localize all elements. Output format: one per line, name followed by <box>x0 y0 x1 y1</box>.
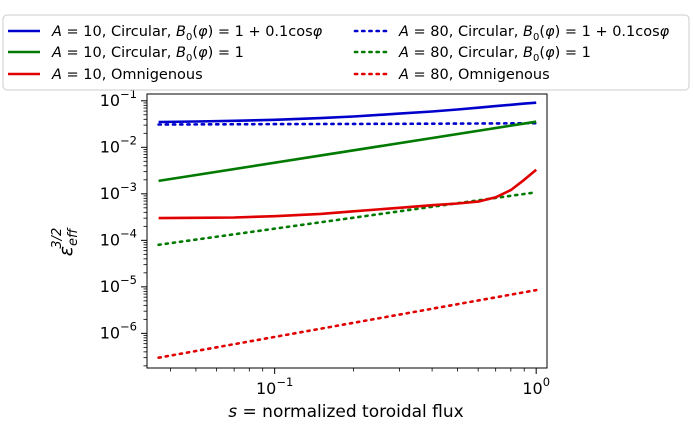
y-tick-label-base: 10 <box>100 91 120 110</box>
legend-field-arg: ( <box>192 45 198 61</box>
x-axis-label: s = normalized toroidal flux <box>228 402 463 422</box>
legend-aspect: = 80, Circular, <box>409 45 523 61</box>
y-tick-label: 10−4 <box>100 226 137 249</box>
legend-var-a: A <box>398 67 409 83</box>
series-line-5 <box>158 168 538 220</box>
legend-var-a: A <box>51 24 62 40</box>
y-tick-label-exp: −3 <box>120 180 137 194</box>
legend-var-a: A <box>51 67 62 83</box>
y-tick-label-base: 10 <box>100 230 120 249</box>
legend-field-close: ) = 1 + 0.1cos <box>208 24 313 40</box>
y-tick-label-exp: −6 <box>120 319 137 333</box>
legend-field-phi-tail: φ <box>313 24 323 40</box>
legend-field-phi: φ <box>198 24 208 40</box>
series-line-2 <box>157 121 538 126</box>
y-tick-label-exp: −2 <box>120 133 137 147</box>
legend: A = 10, Circular, B0(φ) = 1 + 0.1cosφ A =… <box>2 14 690 91</box>
legend-field-phi: φ <box>545 45 555 61</box>
x-axis-label-text: = normalized toroidal flux <box>237 402 464 422</box>
legend-field-arg: ( <box>192 24 198 40</box>
y-axis-label: εeff3/2 <box>50 227 81 256</box>
series-line-6 <box>157 288 538 360</box>
legend-field-close: ) = 1 <box>208 45 244 61</box>
legend-field-sub: 0 <box>186 32 192 43</box>
x-tick-label-exp: 0 <box>543 375 550 389</box>
series-layer <box>157 101 538 360</box>
legend-field-sub: 0 <box>186 53 192 64</box>
legend-label-3: A = 10, Circular, B0(φ) = 1 <box>51 45 244 64</box>
y-tick-label: 10−6 <box>100 319 137 342</box>
y-tick-label-exp: −5 <box>120 273 137 287</box>
legend-entries: A = 10, Circular, B0(φ) = 1 + 0.1cosφ A =… <box>8 24 670 83</box>
legend-aspect: = 10, Circular, <box>62 45 176 61</box>
x-tick-label-exp: −1 <box>276 375 293 389</box>
legend-field-b: B <box>176 24 186 40</box>
legend-field-phi-tail: φ <box>660 24 670 40</box>
legend-field-phi: φ <box>545 24 555 40</box>
legend-frame <box>2 14 690 91</box>
legend-label-5: A = 10, Omnigenous <box>51 67 203 83</box>
legend-var-a: A <box>398 45 409 61</box>
legend-var-a: A <box>51 45 62 61</box>
legend-field-arg: ( <box>539 45 545 61</box>
y-tick-label-base: 10 <box>100 323 120 342</box>
x-tick-label: 10−1 <box>256 375 293 398</box>
legend-aspect: = 10, Omnigenous <box>62 67 203 83</box>
legend-field-b: B <box>523 24 533 40</box>
series-line-1 <box>158 101 537 124</box>
x-tick-label-base: 10 <box>256 379 276 398</box>
legend-field-close: ) = 1 <box>555 45 591 61</box>
y-axis-label-sup: 3/2 <box>50 228 65 249</box>
y-axis-label-base: ε <box>55 246 77 256</box>
legend-field-b: B <box>523 45 533 61</box>
y-tick-label: 10−2 <box>100 133 137 156</box>
legend-field-phi: φ <box>198 45 208 61</box>
y-tick-label-exp: −4 <box>120 226 137 240</box>
y-axis-label-sub: eff <box>66 227 81 246</box>
y-tick-label-base: 10 <box>100 137 120 156</box>
y-tick-label: 10−3 <box>100 180 137 203</box>
legend-label-6: A = 80, Omnigenous <box>398 67 550 83</box>
legend-var-a: A <box>398 24 409 40</box>
legend-aspect: = 80, Circular, <box>409 24 523 40</box>
legend-label-4: A = 80, Circular, B0(φ) = 1 <box>398 45 591 64</box>
legend-field-arg: ( <box>539 24 545 40</box>
x-tick-label: 100 <box>522 375 550 398</box>
legend-field-close: ) = 1 + 0.1cos <box>555 24 660 40</box>
y-tick-label-base: 10 <box>100 184 120 203</box>
legend-label-1: A = 10, Circular, B0(φ) = 1 + 0.1cosφ <box>51 24 323 43</box>
y-tick-label-base: 10 <box>100 277 120 296</box>
legend-label-2: A = 80, Circular, B0(φ) = 1 + 0.1cosφ <box>398 24 670 43</box>
legend-aspect: = 80, Omnigenous <box>409 67 550 83</box>
legend-field-sub: 0 <box>533 53 539 64</box>
x-axis-label-var: s <box>228 402 237 422</box>
legend-aspect: = 10, Circular, <box>62 24 176 40</box>
plot-frame <box>146 93 548 369</box>
series-line-3 <box>158 120 537 183</box>
legend-field-b: B <box>176 45 186 61</box>
y-tick-label: 10−5 <box>100 273 137 296</box>
legend-field-sub: 0 <box>533 32 539 43</box>
x-tick-label-base: 10 <box>522 379 542 398</box>
